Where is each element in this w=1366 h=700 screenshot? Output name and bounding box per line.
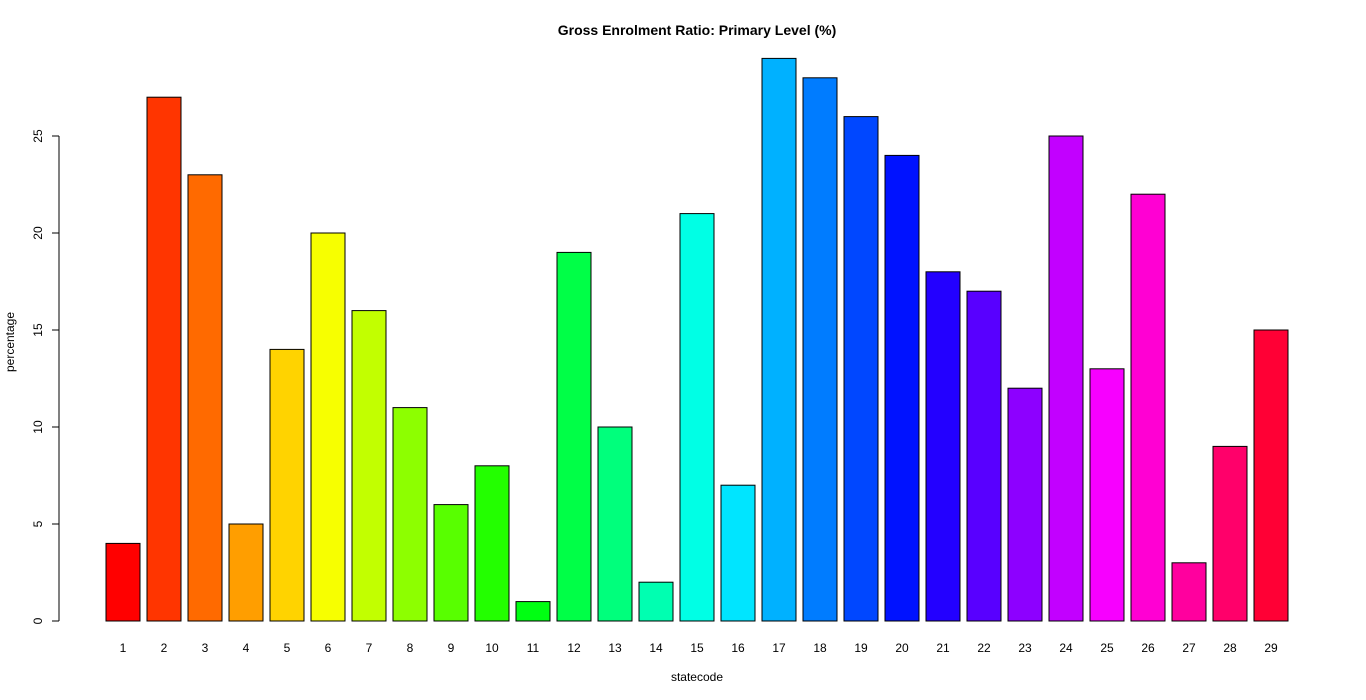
x-tick-label: 22 [977, 641, 991, 655]
bar-7 [351, 310, 387, 622]
x-tick-label: 21 [936, 641, 950, 655]
bar-6 [310, 232, 346, 622]
bar-17 [761, 57, 797, 622]
x-tick-label: 23 [1018, 641, 1032, 655]
x-tick-label: 17 [772, 641, 786, 655]
x-tick-label: 28 [1223, 641, 1237, 655]
x-tick-label: 16 [731, 641, 745, 655]
x-tick-label: 2 [161, 641, 168, 655]
bar-26 [1130, 193, 1166, 622]
x-tick-label: 27 [1182, 641, 1196, 655]
bar-9 [433, 504, 469, 622]
bar-18 [802, 77, 838, 622]
y-tick-label: 0 [31, 617, 45, 624]
bar-23 [1007, 387, 1043, 622]
x-tick-label: 5 [284, 641, 291, 655]
bar-22 [966, 290, 1002, 622]
x-tick-label: 14 [649, 641, 663, 655]
bars-group [105, 57, 1289, 622]
x-tick-label: 19 [854, 641, 868, 655]
x-tick-label: 25 [1100, 641, 1114, 655]
x-tick-label: 12 [567, 641, 581, 655]
bar-13 [597, 426, 633, 622]
bar-12 [556, 251, 592, 622]
y-axis-label: percentage [3, 312, 17, 372]
x-tick-label: 6 [325, 641, 332, 655]
x-tick-label: 4 [243, 641, 250, 655]
bar-2 [146, 96, 182, 622]
bar-10 [474, 465, 510, 622]
bar-28 [1212, 445, 1248, 622]
x-axis-label: statecode [671, 670, 723, 684]
bar-29 [1253, 329, 1289, 622]
bar-16 [720, 484, 756, 622]
bar-3 [187, 174, 223, 622]
x-tick-label: 29 [1264, 641, 1278, 655]
x-tick-label: 24 [1059, 641, 1073, 655]
bar-15 [679, 213, 715, 622]
x-tick-label: 15 [690, 641, 704, 655]
bar-5 [269, 348, 305, 622]
y-tick-label: 15 [31, 323, 45, 337]
bar-14 [638, 581, 674, 622]
bar-25 [1089, 368, 1125, 622]
x-tick-label: 1 [120, 641, 127, 655]
x-tick-label: 3 [202, 641, 209, 655]
y-tick-label: 25 [31, 129, 45, 143]
x-tick-labels: 1 2 3 4 5 6 7 8 9 10 11 12 13 14 15 16 17 18 19 20 21 22 23 24 2… [120, 641, 1278, 655]
x-tick-label: 7 [366, 641, 373, 655]
x-tick-label: 20 [895, 641, 909, 655]
bar-11 [515, 601, 551, 622]
bar-1 [105, 542, 141, 622]
bar-21 [925, 271, 961, 622]
x-tick-label: 18 [813, 641, 827, 655]
y-axis: 0 5 10 15 20 25 [31, 129, 60, 624]
bar-20 [884, 154, 920, 622]
bar-24 [1048, 135, 1084, 622]
x-tick-label: 10 [485, 641, 499, 655]
y-tick-label: 5 [31, 520, 45, 527]
x-tick-label: 11 [527, 641, 540, 655]
bar-27 [1171, 562, 1207, 622]
x-tick-label: 8 [407, 641, 414, 655]
x-tick-label: 13 [608, 641, 622, 655]
y-tick-label: 10 [31, 420, 45, 434]
bar-4 [228, 523, 264, 622]
bar-19 [843, 116, 879, 622]
x-tick-label: 26 [1141, 641, 1155, 655]
bar-8 [392, 407, 428, 622]
y-tick-label: 20 [31, 226, 45, 240]
x-tick-label: 9 [448, 641, 455, 655]
chart-title: Gross Enrolment Ratio: Primary Level (%) [558, 22, 837, 38]
